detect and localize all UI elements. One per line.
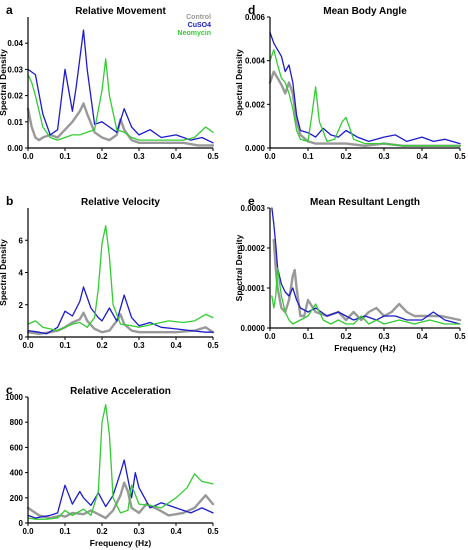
x-tick-label: 0.2	[96, 341, 108, 350]
panel-title: Mean Resultant Length	[310, 197, 420, 208]
x-axis-label: Frequency (Hz)	[90, 538, 152, 548]
y-tick-label: 1000	[5, 393, 23, 402]
x-tick-label: 0.0	[22, 152, 34, 161]
x-axis-label: Frequency (Hz)	[334, 343, 396, 353]
y-tick-label: 6	[19, 236, 24, 245]
x-tick-label: 0.4	[170, 341, 182, 350]
y-axis-label: Spectral Density	[0, 49, 8, 116]
y-tick-label: 400	[10, 469, 24, 478]
x-tick-label: 0.2	[96, 527, 108, 536]
panel-d: d Mean Body Angle 0.0 0.1 0.2 0.3 0.4 0.5 0.000 0…	[234, 3, 466, 161]
x-tick-label: 0.4	[416, 152, 428, 161]
y-tick-label: 0.01	[7, 118, 23, 127]
y-tick-label: 0	[19, 333, 24, 342]
y-tick-label: 0.04	[7, 39, 23, 48]
x-tick-label: 0.2	[340, 332, 352, 341]
y-tick-label: 0.0002	[241, 244, 266, 253]
panel-title: Relative Acceleration	[70, 386, 171, 397]
series-line-neomycin	[269, 49, 461, 147]
y-tick-label: 0.0000	[241, 324, 266, 333]
y-tick-label: 0.004	[245, 57, 266, 66]
x-tick-label: 0.3	[133, 527, 145, 536]
panel-b: b Relative Velocity 0.0 0.1 0.2 0.3 0.4 0.5 0 2 4 6…	[0, 194, 219, 350]
y-tick-label: 800	[10, 418, 24, 427]
panel-letter: b	[6, 194, 13, 208]
series-line-cuso4	[269, 31, 461, 145]
x-tick-label: 0.1	[59, 152, 71, 161]
y-tick-label: 0.0003	[241, 204, 266, 213]
x-tick-label: 0.4	[416, 332, 428, 341]
series-line-cuso4	[27, 29, 214, 144]
series-line-neomycin	[27, 58, 214, 141]
series-line-cuso4	[27, 459, 214, 519]
x-tick-label: 0.5	[207, 527, 219, 536]
x-tick-label: 0.0	[264, 152, 276, 161]
y-tick-label: 200	[10, 494, 24, 503]
series-line-cuso4	[27, 286, 214, 335]
x-tick-label: 0.5	[454, 152, 466, 161]
x-tick-label: 0.5	[454, 332, 466, 341]
x-tick-label: 0.4	[170, 152, 182, 161]
y-tick-label: 600	[10, 443, 24, 452]
y-axis-label: Spectral Density	[234, 49, 244, 116]
series-line-control	[26, 102, 215, 147]
y-tick-label: 0.03	[7, 65, 23, 74]
series-line-neomycin	[27, 225, 214, 332]
x-tick-label: 0.5	[207, 152, 219, 161]
panel-letter: d	[248, 3, 255, 17]
panel-title: Relative Movement	[75, 6, 166, 17]
panel-title: Mean Body Angle	[323, 6, 407, 17]
x-tick-label: 0.0	[22, 527, 34, 536]
panel-title: Relative Velocity	[81, 197, 160, 208]
y-axis-label: Spectral Density	[0, 239, 8, 306]
panel-e: e Mean Resultant Length 0.0 0.1 0.2 0.3 0.4 0.5…	[234, 194, 466, 353]
x-tick-label: 0.3	[133, 152, 145, 161]
x-tick-label: 0.3	[133, 341, 145, 350]
y-tick-label: 2	[19, 301, 24, 310]
panel-letter: c	[6, 383, 13, 397]
y-tick-label: 0.006	[245, 13, 266, 22]
y-tick-label: 0.000	[245, 144, 266, 153]
panel-c: c Relative Acceleration 0.0 0.1 0.2 0.3 0.4 0.5…	[5, 383, 219, 548]
x-tick-label: 0.1	[302, 332, 314, 341]
panel-letter: a	[6, 3, 13, 17]
x-tick-label: 0.0	[264, 332, 276, 341]
y-tick-label: 0.0001	[241, 284, 266, 293]
x-tick-label: 0.1	[302, 152, 314, 161]
y-tick-label: 0.02	[7, 92, 23, 101]
panel-a: a Relative Movement 0.0 0.1 0.2 0.3 0.4 0.5 0.00…	[0, 3, 219, 161]
legend-entry-control: Control	[186, 14, 211, 21]
y-tick-label: 0.002	[245, 100, 266, 109]
y-tick-label: 4	[19, 269, 24, 278]
series-line-control	[26, 481, 215, 520]
x-tick-label: 0.3	[378, 152, 390, 161]
x-tick-label: 0.0	[22, 341, 34, 350]
panel-letter: e	[248, 194, 255, 208]
x-tick-label: 0.2	[96, 152, 108, 161]
y-tick-label: 0.00	[7, 144, 23, 153]
y-tick-label: 0	[19, 519, 24, 528]
x-tick-label: 0.1	[59, 341, 71, 350]
series-line-cuso4	[271, 207, 461, 325]
x-tick-label: 0.2	[340, 152, 352, 161]
x-tick-label: 0.5	[207, 341, 219, 350]
legend-entry-neomycin: Neomycin	[178, 30, 211, 37]
series-line-neomycin	[27, 403, 214, 520]
x-tick-label: 0.3	[378, 332, 390, 341]
legend-entry-cuso4: CuSO4	[188, 22, 211, 29]
series-line-neomycin	[271, 267, 461, 325]
y-axis-label: Spectral Density	[234, 234, 244, 301]
x-tick-label: 0.1	[59, 527, 71, 536]
x-tick-label: 0.4	[170, 527, 182, 536]
